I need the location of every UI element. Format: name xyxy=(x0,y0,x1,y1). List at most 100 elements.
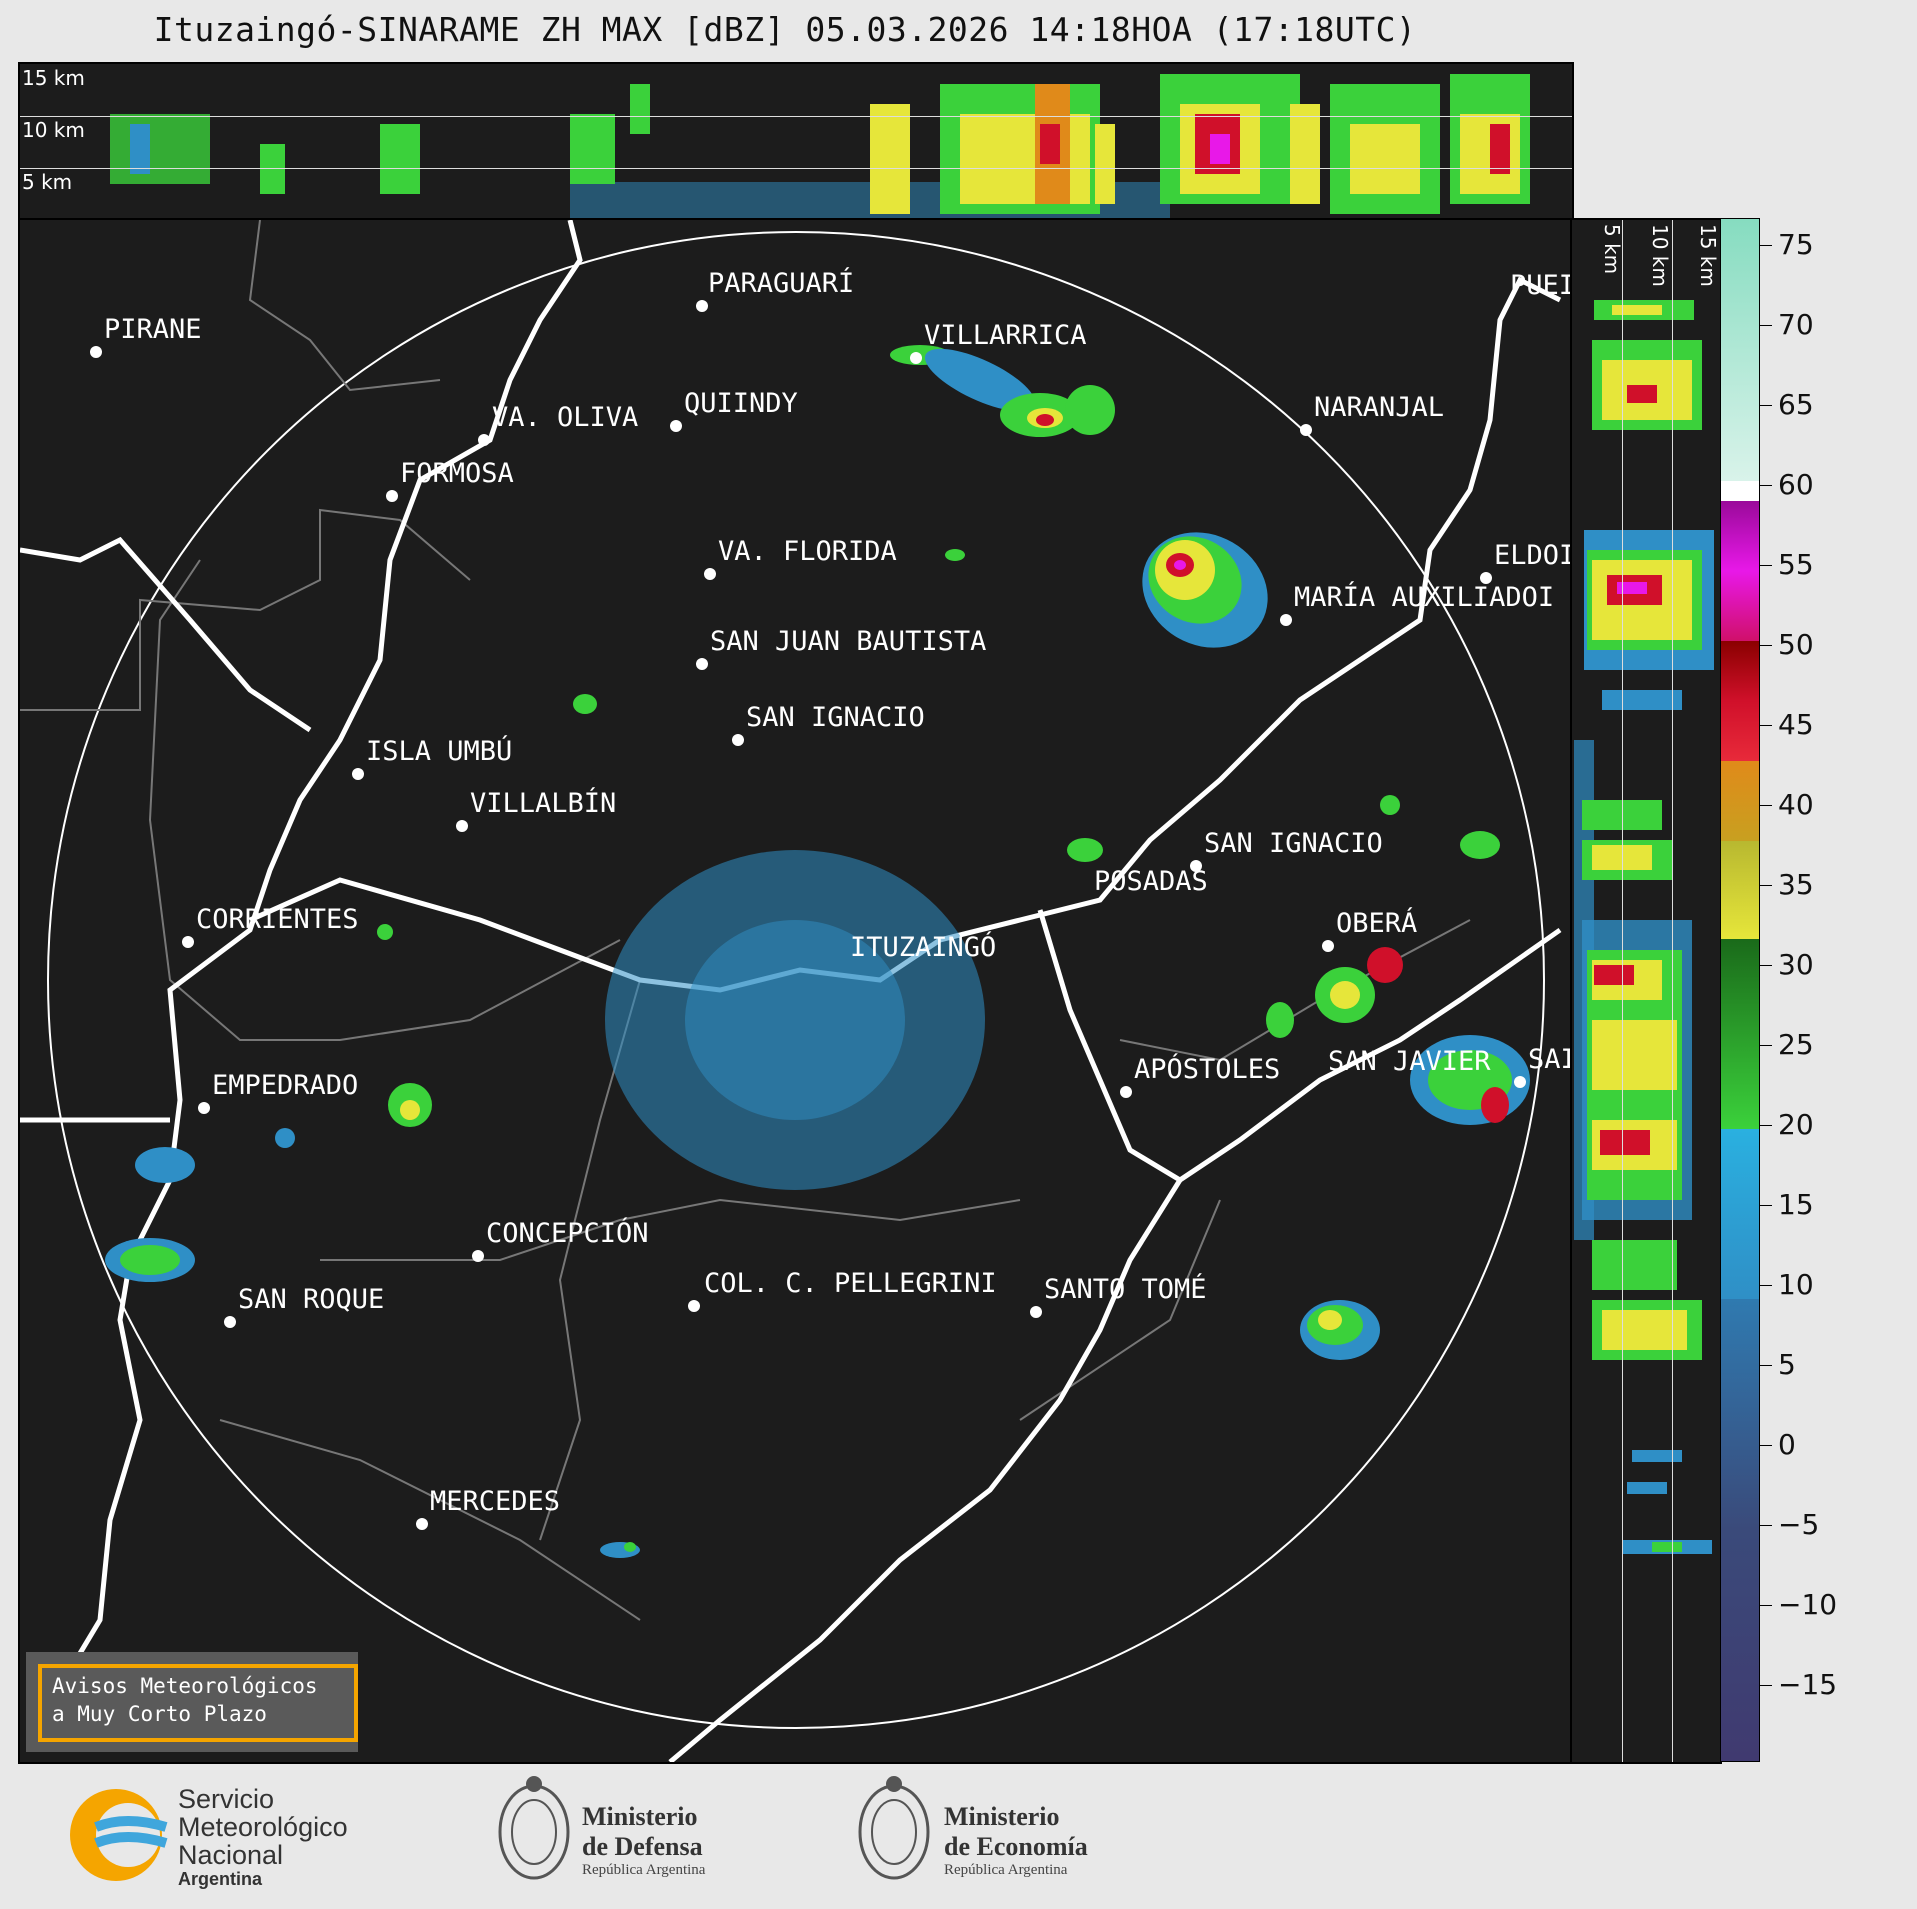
city-label-eldorado: ELDOI xyxy=(1494,540,1574,571)
economia-line-3: República Argentina xyxy=(944,1862,1068,1878)
city-label-pirane: PIRANE xyxy=(104,314,202,345)
city-dot-obera xyxy=(1322,940,1334,952)
city-label-paraguari: PARAGUARÍ xyxy=(708,268,855,299)
city-label-maria-auxiliadora: MARÍA AUXILIADOI xyxy=(1294,582,1555,613)
city-label-quiindy: QUIINDY xyxy=(684,388,798,419)
city-dot-paraguari xyxy=(696,300,708,312)
km-label-10: 10 km xyxy=(22,118,85,142)
city-label-formosa: FORMOSA xyxy=(400,458,514,489)
side-km-label-10: 10 km xyxy=(1648,224,1672,287)
city-dot-concepcion xyxy=(472,1250,484,1262)
city-label-va-oliva: VA. OLIVA xyxy=(492,402,639,433)
cb-label-60: 60 xyxy=(1778,468,1814,501)
city-dot-villarrica xyxy=(910,352,922,364)
cb-label-35: 35 xyxy=(1778,868,1814,901)
city-label-villalbin: VILLALBÍN xyxy=(470,788,617,819)
smn-logo-icon xyxy=(70,1789,168,1881)
city-dot-sai xyxy=(1514,1076,1526,1088)
km-label-5: 5 km xyxy=(22,170,73,194)
city-label-villarrica: VILLARRICA xyxy=(924,320,1087,351)
city-label-concepcion: CONCEPCIÓN xyxy=(486,1218,649,1249)
city-dot-quiindy xyxy=(670,420,682,432)
city-dot-corrientes xyxy=(182,936,194,948)
cb-label-65: 65 xyxy=(1778,388,1814,421)
city-dot-isla-umbu xyxy=(352,768,364,780)
smn-line-4: Argentina xyxy=(178,1869,263,1889)
defensa-name: Ministerio de Defensa República Argentin… xyxy=(582,1802,705,1879)
city-dot-va-florida xyxy=(704,568,716,580)
cb-label-25: 25 xyxy=(1778,1028,1814,1061)
economia-name: Ministerio de Economía República Argenti… xyxy=(944,1802,1088,1879)
smn-name: Servicio Meteorológico Nacional Argentin… xyxy=(178,1785,348,1889)
city-dot-empedrado xyxy=(198,1102,210,1114)
side-profile-echoes xyxy=(1574,300,1714,1554)
smn-line-3: Nacional xyxy=(178,1840,284,1870)
smn-logo xyxy=(56,1785,186,1885)
cb-label-50: 50 xyxy=(1778,628,1814,661)
cb-label-5: 5 xyxy=(1778,1348,1796,1381)
notice-line-2: a Muy Corto Plazo xyxy=(52,1702,267,1726)
cb-label-30: 30 xyxy=(1778,948,1814,981)
city-dot-san-roque xyxy=(224,1316,236,1328)
cb-label-15: 15 xyxy=(1778,1188,1814,1221)
cb-label-20: 20 xyxy=(1778,1108,1814,1141)
defensa-line-2: de Defensa xyxy=(582,1832,703,1861)
city-label-sai: SAI xyxy=(1528,1044,1574,1075)
city-dot-santo-tome xyxy=(1030,1306,1042,1318)
city-dot-villalbin xyxy=(456,820,468,832)
top-height-profile: 15 km 10 km 5 km xyxy=(18,62,1574,220)
cb-label-45: 45 xyxy=(1778,708,1814,741)
economia-line-2: de Economía xyxy=(944,1832,1088,1861)
city-label-empedrado: EMPEDRADO xyxy=(212,1070,359,1101)
storm-cells-east xyxy=(1067,795,1530,1360)
city-label-san-javier: SAN JAVIER xyxy=(1328,1046,1491,1077)
city-dot-mercedes xyxy=(416,1518,428,1530)
city-dot-naranjal xyxy=(1300,424,1312,436)
defensa-line-3: República Argentina xyxy=(582,1862,706,1878)
cb-label-minus5: −5 xyxy=(1778,1508,1820,1541)
height-line-10km-vertical xyxy=(1672,220,1673,1762)
city-label-posadas: POSADAS xyxy=(1094,866,1208,897)
city-label-san-juan-bautista: SAN JUAN BAUTISTA xyxy=(710,626,987,657)
city-label-ituzaingo: ITUZAINGÓ xyxy=(850,932,997,963)
cb-label-55: 55 xyxy=(1778,548,1814,581)
storm-cells-west xyxy=(105,549,965,1558)
city-label-mercedes: MERCEDES xyxy=(430,1486,561,1517)
city-dot-pirane xyxy=(90,346,102,358)
city-label-corrientes: CORRIENTES xyxy=(196,904,359,935)
height-line-10km xyxy=(20,116,1572,117)
cb-label-minus10: −10 xyxy=(1778,1588,1838,1621)
city-dot-maria-auxiliadora xyxy=(1280,614,1292,626)
cb-label-75: 75 xyxy=(1778,228,1814,261)
city-dot-formosa xyxy=(386,490,398,502)
storm-cell-maria-auxiliadora xyxy=(1142,532,1268,648)
city-label-san-ignacio-py: SAN IGNACIO xyxy=(746,702,925,733)
economia-seal-icon xyxy=(854,1772,934,1892)
city-label-san-roque: SAN ROQUE xyxy=(238,1284,385,1315)
defensa-line-1: Ministerio xyxy=(582,1802,698,1831)
defensa-seal-icon xyxy=(494,1772,574,1892)
city-label-san-ignacio-ar: SAN IGNACIO xyxy=(1204,828,1383,859)
city-dot-san-juan-bautista xyxy=(696,658,708,670)
top-profile-echoes xyxy=(110,74,1530,218)
map-geometry xyxy=(20,220,1562,1762)
radar-map[interactable]: PARAGUARÍ PIRANE VILLARRICA QUIINDY VA. … xyxy=(18,218,1574,1764)
city-label-puerto: PUEI xyxy=(1510,270,1574,301)
km-label-15: 15 km xyxy=(22,66,85,90)
smn-line-2: Meteorológico xyxy=(178,1812,348,1842)
city-label-obera: OBERÁ xyxy=(1336,908,1418,939)
side-height-profile: 5 km 10 km 15 km xyxy=(1570,218,1722,1764)
city-dot-san-ignacio-ar xyxy=(1190,860,1202,872)
storm-cell-villarrica xyxy=(890,345,1115,437)
city-label-col-pellegrini: COL. C. PELLEGRINI xyxy=(704,1268,997,1299)
city-dot-san-ignacio-py xyxy=(732,734,744,746)
city-dot-eldorado xyxy=(1480,572,1492,584)
side-km-label-5: 5 km xyxy=(1600,224,1624,275)
cb-label-40: 40 xyxy=(1778,788,1814,821)
city-label-apostoles: APÓSTOLES xyxy=(1134,1054,1281,1085)
map-title: Ituzaingó-SINARAME ZH MAX [dBZ] 05.03.20… xyxy=(153,10,1417,49)
side-km-label-15: 15 km xyxy=(1696,224,1720,287)
height-line-5km-vertical xyxy=(1622,220,1623,1762)
cb-label-70: 70 xyxy=(1778,308,1814,341)
notice-line-1: Avisos Meteorológicos xyxy=(52,1674,318,1698)
